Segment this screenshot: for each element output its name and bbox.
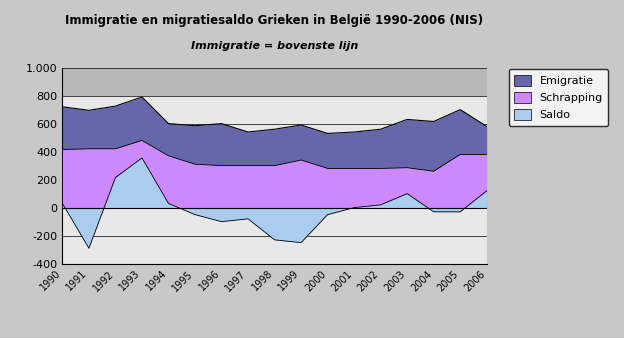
Bar <box>62 68 487 96</box>
Legend: Emigratie, Schrapping, Saldo: Emigratie, Schrapping, Saldo <box>509 69 608 126</box>
Text: Immigratie = bovenste lijn: Immigratie = bovenste lijn <box>191 41 358 51</box>
Text: Immigratie en migratiesaldo Grieken in België 1990-2006 (NIS): Immigratie en migratiesaldo Grieken in B… <box>66 14 484 26</box>
Bar <box>62 96 487 264</box>
